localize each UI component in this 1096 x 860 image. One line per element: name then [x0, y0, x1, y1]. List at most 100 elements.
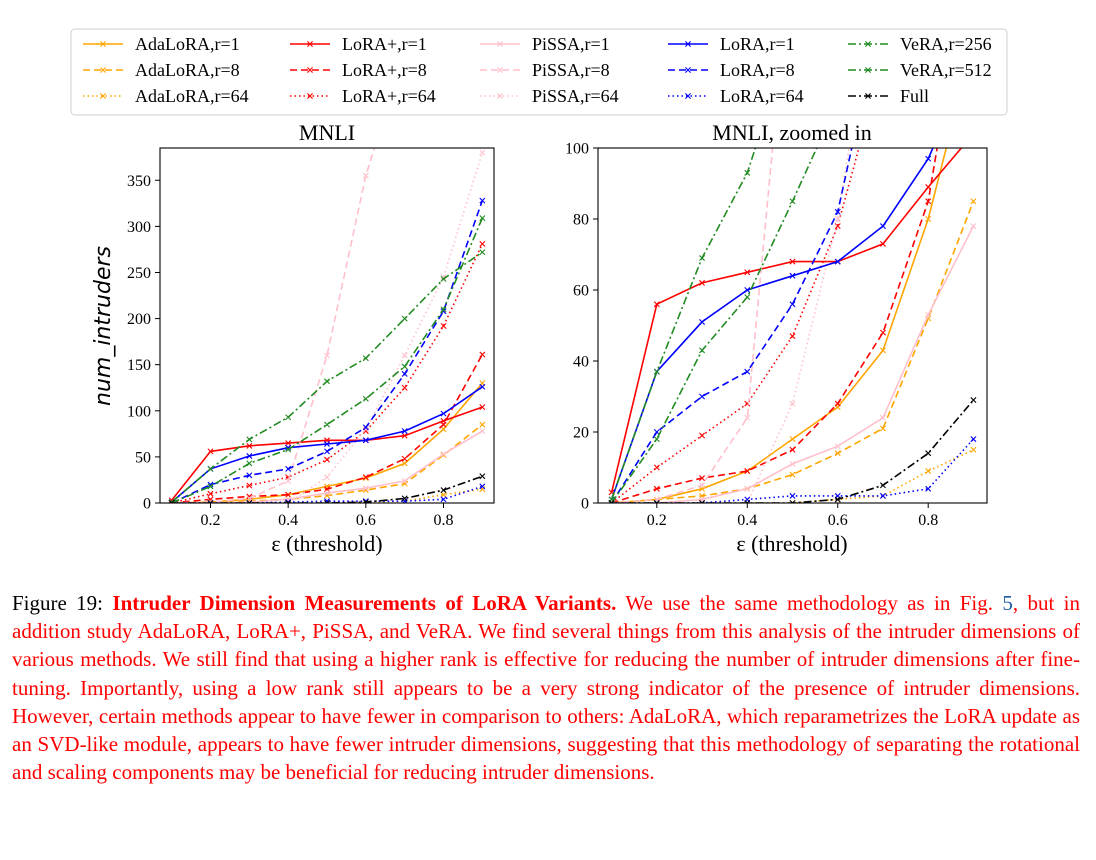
data-point-lora-r-1-3-mnli — [285, 440, 292, 447]
data-point-full-3-mnli-zoomed — [744, 500, 751, 503]
y-tick-label-mnli: 250 — [127, 265, 151, 282]
y-tick-label-mnli: 300 — [127, 219, 151, 236]
data-point-pissa-r-8-4-mnli — [324, 352, 330, 359]
caption-text-1: We use the same methodology as in Fig. — [625, 591, 993, 615]
data-point-pissa-r-64-8-mnli — [479, 149, 486, 156]
x-tick-label-mnli-zoomed: 0.8 — [918, 512, 938, 529]
legend-label-adalora-r-1: AdaLoRA,r=1 — [135, 34, 240, 54]
legend-label-vera-r-512: VeRA,r=512 — [900, 60, 992, 80]
chart-legend: AdaLoRA,r=1 AdaLoRA,r=8 AdaLoRA,r=64 LoRA+,… — [70, 28, 1008, 116]
legend-marker-pissa-r-8 — [497, 67, 503, 73]
data-point-adalora-r-8-8-mnli-zoomed — [970, 198, 977, 205]
legend-label-vera-r-256: VeRA,r=256 — [900, 34, 992, 54]
data-point-full-7-mnli — [440, 487, 447, 494]
legend-entry-lora-r-8: LoRA,r=8 — [668, 60, 795, 80]
caption-title: Intruder Dimension Measurements of LoRA … — [112, 591, 617, 615]
data-point-lora-r-8-4-mnli-zoomed — [789, 446, 796, 453]
data-point-adalora-r-1-7-mnli — [440, 426, 447, 433]
x-tick-label-mnli-zoomed: 0.2 — [647, 512, 667, 529]
data-point-vera-r-512-8-mnli — [479, 215, 486, 222]
data-point-adalora-r-8-4-mnli-zoomed — [789, 471, 796, 478]
data-point-pissa-r-8-2-mnli — [246, 495, 253, 502]
axes-frame-mnli-zoomed — [597, 147, 988, 504]
data-point-lora-r-64-4-mnli-zoomed — [789, 492, 796, 499]
caption-label: Figure 19: — [12, 591, 104, 615]
data-point-full-0-mnli — [168, 500, 175, 503]
data-point-vera-r-512-7-mnli — [440, 306, 447, 313]
data-point-lora-r-1-2-mnli-zoomed — [699, 279, 706, 286]
data-point-lora-r-8-1-mnli-zoomed — [653, 485, 660, 492]
data-point-pissa-r-1-6-mnli-zoomed — [879, 414, 886, 421]
y-axis-label-mnli: num_intruders — [91, 246, 116, 406]
data-point-lora-r-8-6-mnli-zoomed — [879, 329, 886, 336]
data-point-lora-r-64-4-mnli — [324, 456, 330, 463]
data-point-pissa-r-8-1-mnli — [207, 499, 214, 503]
legend-marker-pissa-r-1 — [497, 41, 503, 47]
data-point-lora-r-64-8-mnli-zoomed — [970, 436, 977, 443]
data-point-full-5-mnli-zoomed — [834, 496, 841, 503]
legend-marker-vera-r-512 — [865, 67, 871, 73]
data-point-adalora-r-64-7-mnli-zoomed — [925, 468, 932, 475]
data-point-adalora-r-8-5-mnli-zoomed — [834, 450, 841, 457]
data-point-vera-r-512-2-mnli — [246, 460, 253, 467]
caption-figure-ref-link[interactable]: 5 — [1002, 591, 1013, 615]
data-point-lora-r-1-1-mnli-zoomed — [653, 301, 660, 308]
data-point-full-7-mnli-zoomed — [925, 450, 932, 457]
legend-entry-adalora-r-1: AdaLoRA,r=1 — [83, 34, 240, 54]
y-tick-label-mnli-zoomed: 80 — [573, 212, 589, 229]
series-line-adalora-r-1-mnli — [171, 382, 483, 503]
data-point-lora-r-1-8-mnli — [479, 404, 486, 411]
legend-marker-lora-r-64 — [307, 93, 313, 99]
data-point-lora-r-64-1-mnli-zoomed — [653, 464, 660, 471]
data-point-adalora-r-64-7-mnli — [440, 491, 447, 498]
data-point-lora-r-8-8-mnli — [479, 197, 486, 204]
y-tick-label-mnli: 150 — [127, 357, 151, 374]
data-point-lora-r-64-6-mnli-zoomed — [879, 492, 886, 499]
data-point-pissa-r-8-2-mnli-zoomed — [699, 482, 706, 489]
data-point-pissa-r-8-3-mnli — [285, 477, 292, 484]
x-tick-label-mnli-zoomed: 0.6 — [828, 512, 848, 529]
data-point-full-0-mnli-zoomed — [608, 500, 615, 503]
legend-entry-lora-r-64: LoRA+,r=64 — [290, 86, 436, 106]
data-point-lora-r-8-5-mnli — [362, 424, 369, 431]
legend-entry-full: Full — [848, 86, 929, 106]
data-point-lora-r-1-2-mnli-zoomed — [699, 318, 706, 325]
data-point-pissa-r-8-3-mnli-zoomed — [744, 414, 751, 421]
data-point-pissa-r-1-5-mnli — [362, 485, 369, 492]
data-point-full-1-mnli — [207, 500, 214, 503]
data-point-lora-r-8-3-mnli — [285, 491, 292, 498]
data-point-lora-r-64-7-mnli — [440, 496, 447, 503]
legend-label-pissa-r-1: PiSSA,r=1 — [532, 34, 610, 54]
data-point-lora-r-8-1-mnli-zoomed — [653, 429, 660, 435]
data-point-pissa-r-64-7-mnli — [440, 274, 447, 281]
legend-label-pissa-r-8: PiSSA,r=8 — [532, 60, 610, 80]
legend-frame — [70, 28, 1008, 116]
data-point-vera-r-256-4-mnli — [324, 378, 330, 385]
data-point-vera-r-256-0-mnli — [168, 499, 175, 503]
legend-marker-adalora-r-1 — [100, 41, 106, 47]
y-tick-label-mnli: 0 — [143, 496, 151, 513]
data-point-vera-r-512-3-mnli — [285, 446, 292, 453]
series-line-lora-r-8-mnli-zoomed — [610, 148, 853, 503]
y-tick-label-mnli-zoomed: 60 — [573, 283, 589, 300]
data-point-lora-r-8-7-mnli-zoomed — [925, 198, 932, 205]
data-point-lora-r-1-3-mnli-zoomed — [744, 287, 751, 293]
data-point-pissa-r-1-6-mnli — [401, 477, 408, 484]
data-point-pissa-r-1-8-mnli — [479, 428, 486, 435]
data-point-lora-r-1-3-mnli-zoomed — [744, 269, 751, 276]
data-point-pissa-r-1-4-mnli-zoomed — [789, 460, 796, 467]
data-point-lora-r-8-2-mnli — [246, 472, 253, 479]
legend-entry-pissa-r-1: PiSSA,r=1 — [480, 34, 610, 54]
data-point-lora-r-1-7-mnli — [440, 410, 447, 417]
legend-marker-full — [865, 93, 871, 99]
y-tick-label-mnli-zoomed: 0 — [581, 496, 589, 513]
data-point-lora-r-1-2-mnli — [246, 452, 253, 459]
data-point-full-8-mnli — [479, 473, 486, 480]
data-point-lora-r-1-4-mnli — [324, 440, 330, 447]
panel-title-mnli: MNLI — [299, 120, 355, 145]
y-tick-label-mnli: 100 — [127, 403, 151, 420]
data-point-adalora-r-1-6-mnli — [401, 460, 408, 467]
legend-label-lora-r-8: LoRA+,r=8 — [342, 60, 427, 80]
data-point-pissa-r-64-4-mnli-zoomed — [789, 400, 796, 407]
data-point-adalora-r-1-6-mnli-zoomed — [879, 347, 886, 354]
